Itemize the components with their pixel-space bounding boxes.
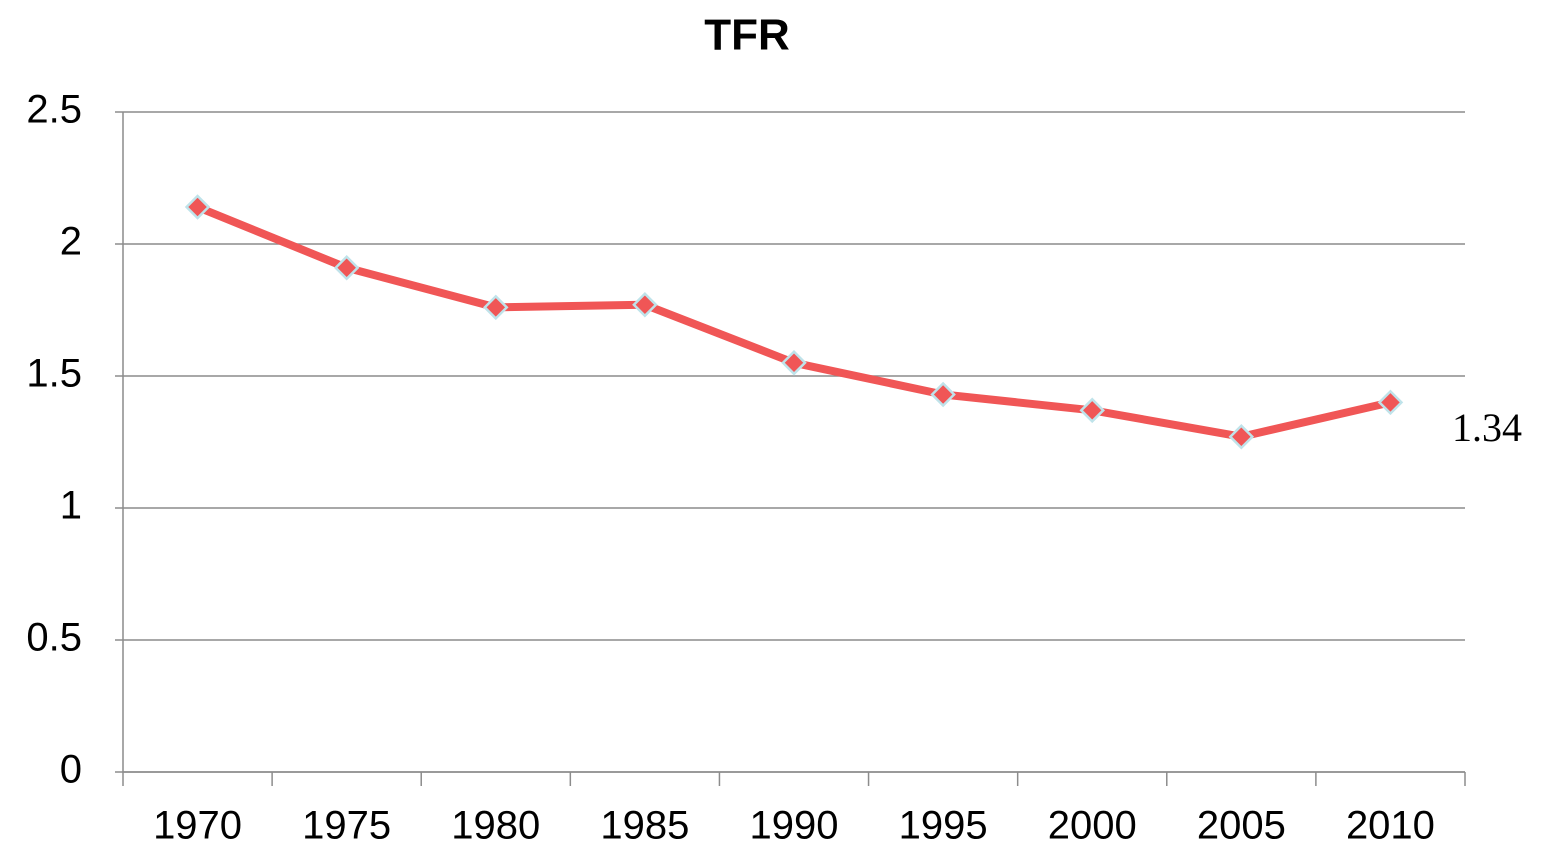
y-tick-label: 0 (60, 748, 82, 792)
marker (184, 194, 211, 220)
marker (930, 381, 956, 408)
marker (483, 294, 509, 321)
y-tick-label: 1.5 (26, 352, 82, 396)
y-tick-label: 0.5 (26, 616, 82, 660)
marker (1377, 389, 1404, 416)
x-tick-label: 1970 (153, 804, 242, 848)
y-tick-label: 2.5 (26, 88, 82, 132)
marker (1079, 397, 1105, 424)
annotation: 1.34 (1452, 405, 1522, 450)
marker (333, 254, 360, 281)
marker (1228, 423, 1255, 450)
x-tick-label: 1975 (302, 804, 391, 848)
y-tick-label: 1 (60, 484, 82, 528)
x-tick-label: 1985 (600, 804, 689, 848)
line (196, 203, 1392, 441)
x-tick-label: 2000 (1048, 804, 1137, 848)
x-tick-label: 1990 (750, 804, 839, 848)
marker (781, 350, 807, 376)
y-tick-label: 2 (60, 220, 82, 264)
x-tick-label: 1980 (451, 804, 540, 848)
x-tick-label: 2010 (1346, 804, 1435, 848)
x-tick-label: 1995 (899, 804, 988, 848)
x-tick-label: 2005 (1197, 804, 1286, 848)
marker (632, 291, 658, 318)
chart-title: TFR (704, 11, 790, 60)
